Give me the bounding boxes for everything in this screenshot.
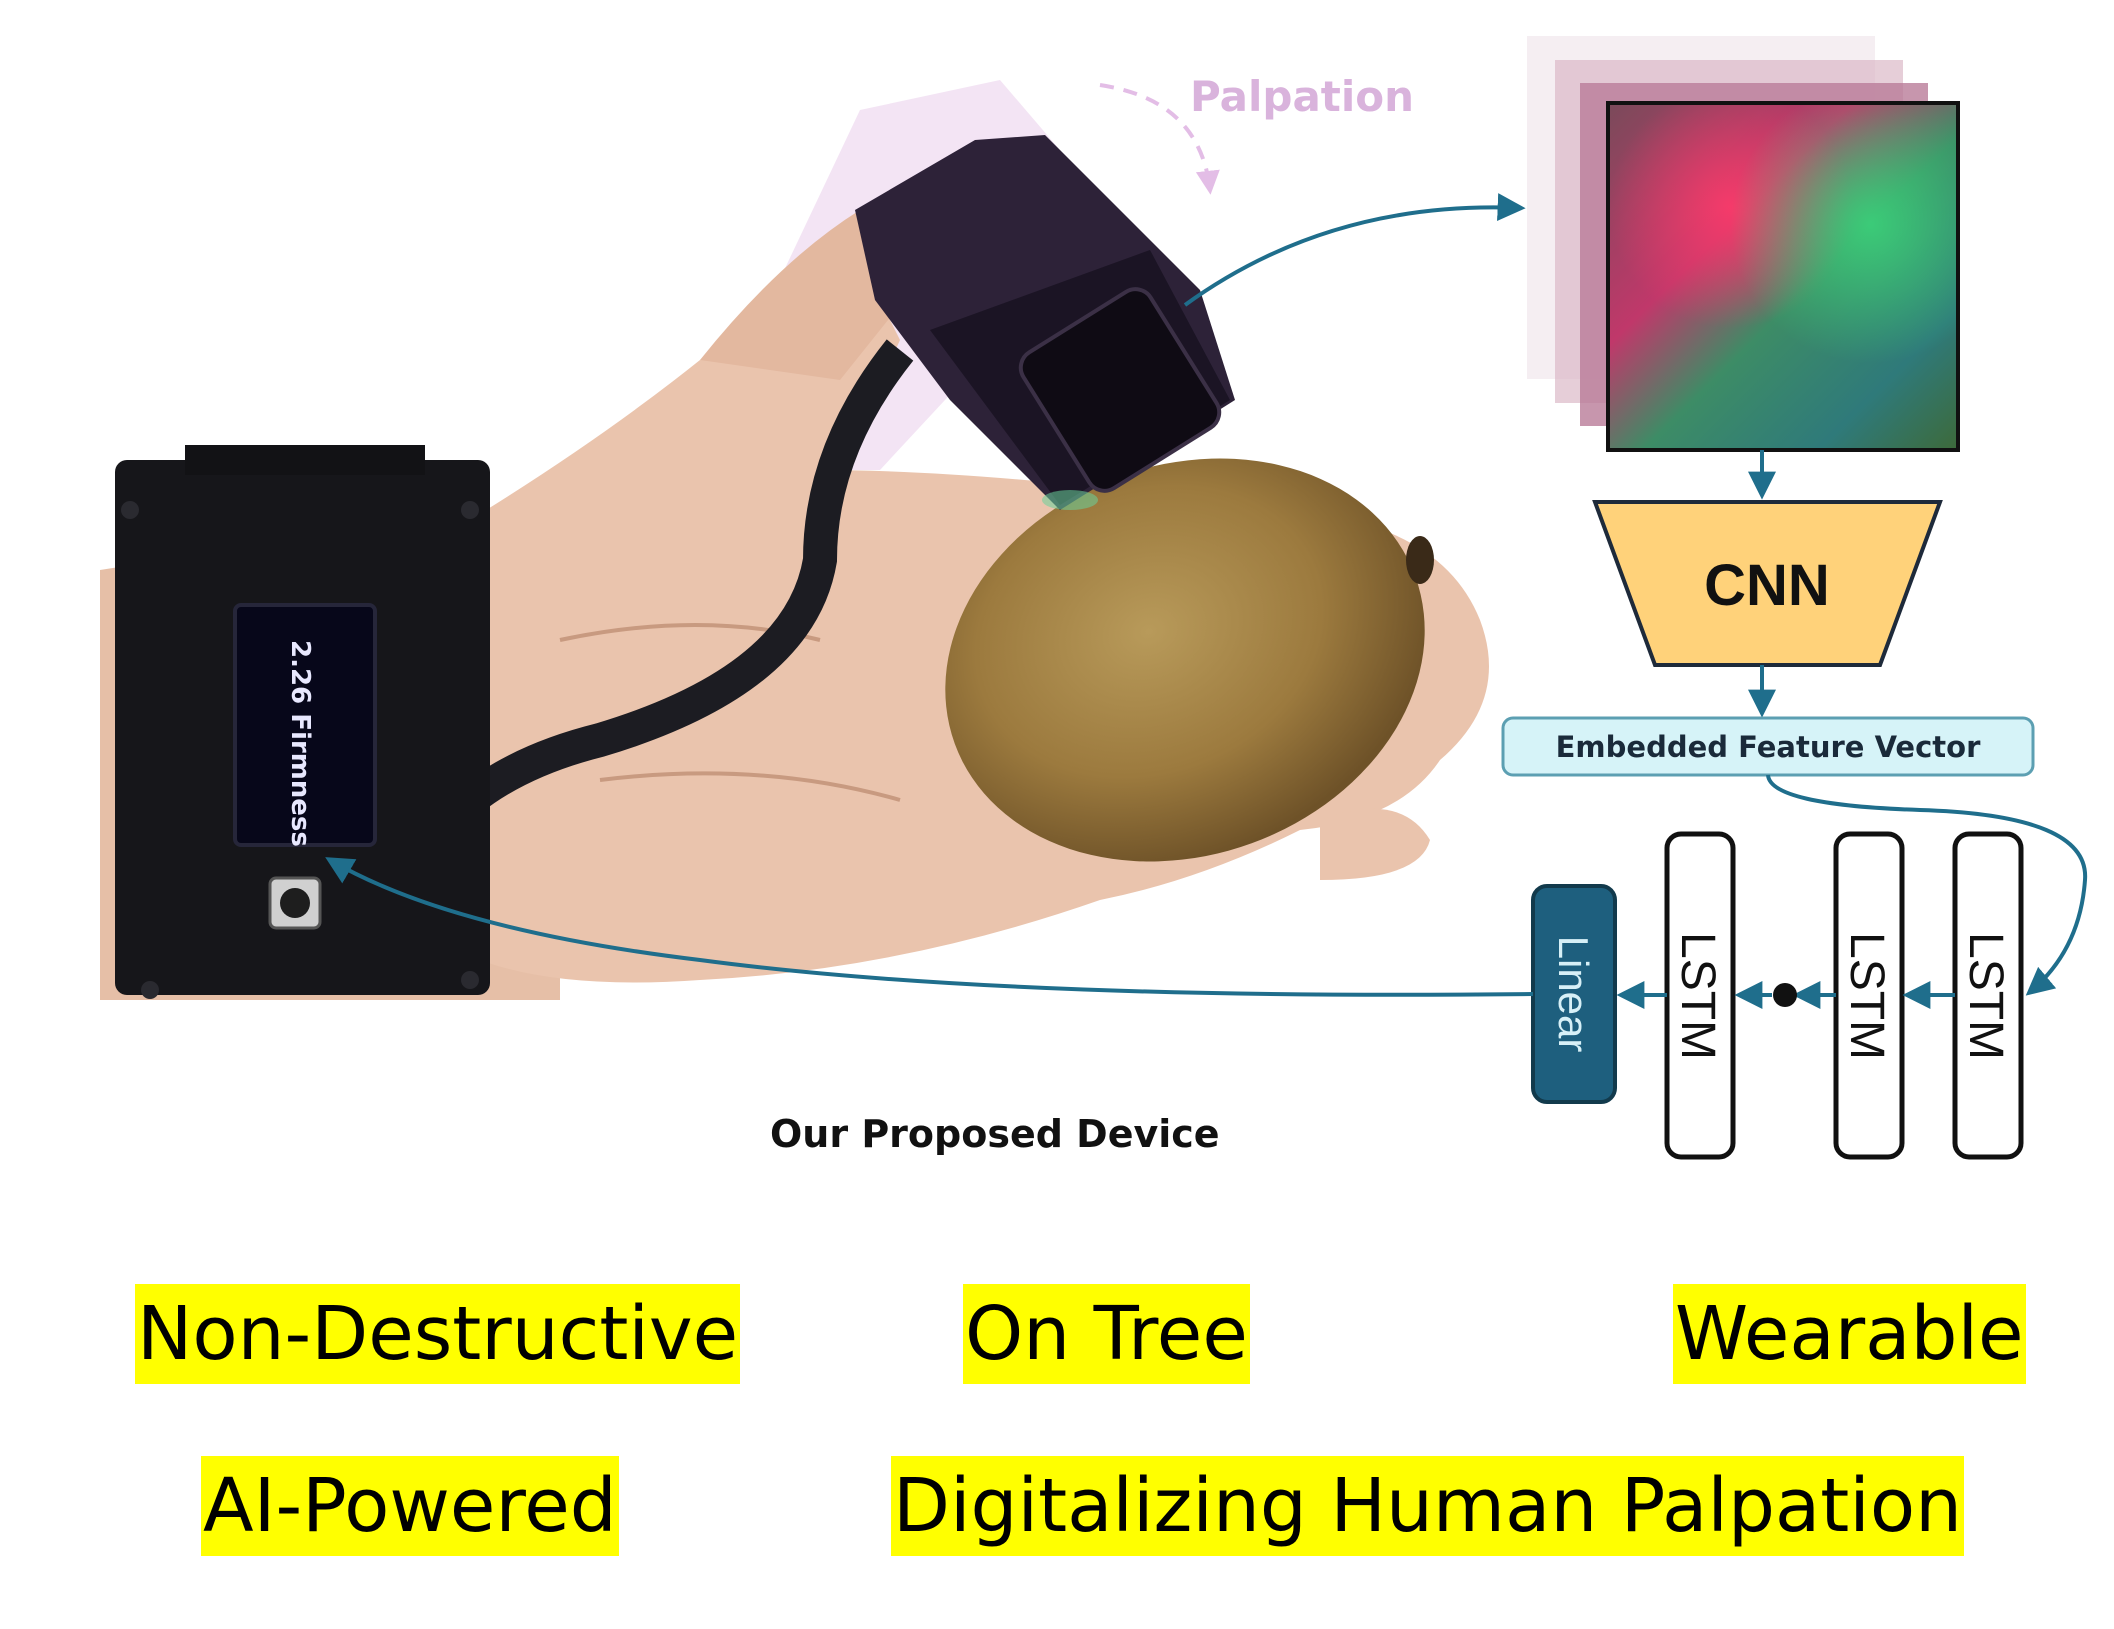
cnn-label: CNN <box>1704 553 1830 618</box>
wrist-display-unit: 2.26 Firmness <box>115 445 490 999</box>
kiwi-stem <box>1406 536 1434 584</box>
lstm-label: LSTM <box>1671 932 1724 1060</box>
keyword-non-destructive: Non-Destructive <box>135 1284 741 1384</box>
device-caption: Our Proposed Device <box>770 1112 1220 1156</box>
linear-to-display-arrow <box>325 857 1534 997</box>
ellipsis-dot <box>1773 983 1797 1007</box>
linear-label: Linear <box>1550 936 1597 1053</box>
device-photo: 2.26 Firmness <box>100 80 1489 1000</box>
palpation-arrow <box>1099 83 1220 195</box>
lstm-cell: LSTM <box>1952 831 2024 1160</box>
tactile-image-front <box>1606 101 1960 452</box>
cnn-block: CNN <box>1592 500 1943 667</box>
feature-to-lstm-arrow <box>1766 774 2088 996</box>
keyword-on-tree: On Tree <box>963 1284 1250 1384</box>
keyword-wearable: Wearable <box>1673 1284 2026 1384</box>
tactile-image-stack <box>1527 36 1960 452</box>
ribbon-cable <box>459 339 914 814</box>
palm-crease <box>599 771 901 802</box>
lstm-cell: LSTM <box>1833 831 1905 1160</box>
push-button-cap <box>280 888 310 918</box>
lstm-label: LSTM <box>1959 932 2012 1060</box>
lstm-cell: LSTM <box>1664 831 1736 1160</box>
kiwi-fruit <box>945 458 1425 862</box>
lstm-label: LSTM <box>1840 932 1893 1060</box>
oled-screen <box>233 603 377 847</box>
oled-readout: 2.26 Firmness <box>285 640 315 847</box>
keyword-ai-powered: AI-Powered <box>201 1456 619 1556</box>
keyword-digitalizing: Digitalizing Human Palpation <box>891 1456 1965 1556</box>
feature-vector-box: Embedded Feature Vector <box>1501 716 2035 777</box>
feature-vector-label: Embedded Feature Vector <box>1556 730 1981 764</box>
sensor-to-image-arrow <box>1183 193 1526 307</box>
tactile-sensor <box>855 135 1235 510</box>
linear-block: Linear <box>1531 884 1617 1104</box>
palpation-label: Palpation <box>1190 72 1415 121</box>
thumb <box>1320 808 1430 880</box>
